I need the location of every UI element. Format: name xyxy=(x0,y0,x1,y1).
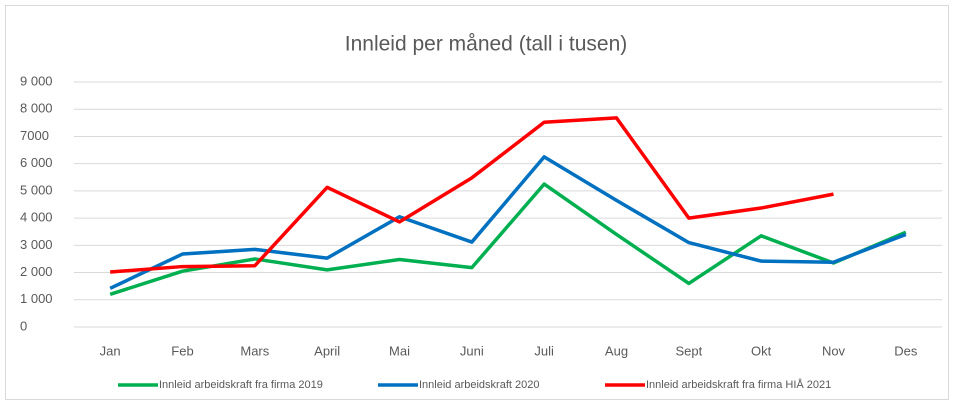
series-line xyxy=(110,116,834,274)
y-tick-label: 5 000 xyxy=(20,182,53,197)
y-tick-label: 9 000 xyxy=(20,73,53,88)
y-tick-label: 4 000 xyxy=(20,210,53,225)
chart-border xyxy=(5,5,949,400)
y-tick-label: 7000 xyxy=(20,128,49,143)
y-tick-label: 3 000 xyxy=(20,237,53,252)
legend-label: Innleid arbeidskraft 2020 xyxy=(419,379,539,391)
x-tick-label: Okt xyxy=(751,343,772,358)
x-tick-label: Mars xyxy=(240,343,269,358)
series-line xyxy=(109,155,907,290)
series-line xyxy=(109,182,907,296)
x-tick-label: April xyxy=(314,343,340,358)
chart-title: Innleid per måned (tall i tusen) xyxy=(345,33,628,56)
y-tick-label: 1 000 xyxy=(20,291,53,306)
x-tick-label: Jan xyxy=(100,343,121,358)
x-tick-label: Juli xyxy=(534,343,554,358)
y-tick-label: 2 000 xyxy=(20,264,53,279)
y-tick-label: 8 000 xyxy=(20,101,53,116)
y-tick-label: 6 000 xyxy=(20,155,53,170)
legend-label: Innleid arbeidskraft fra firma 2019 xyxy=(159,379,323,391)
x-tick-label: Nov xyxy=(822,343,846,358)
x-tick-label: Mai xyxy=(389,343,410,358)
x-tick-label: Des xyxy=(894,343,918,358)
legend-label: Innleid arbeidskraft fra firma HIÅ 2021 xyxy=(646,378,831,391)
x-tick-label: Aug xyxy=(605,343,628,358)
x-tick-label: Juni xyxy=(460,343,484,358)
x-tick-label: Sept xyxy=(675,343,702,358)
y-tick-label: 0 xyxy=(20,318,27,333)
x-tick-label: Feb xyxy=(171,343,193,358)
